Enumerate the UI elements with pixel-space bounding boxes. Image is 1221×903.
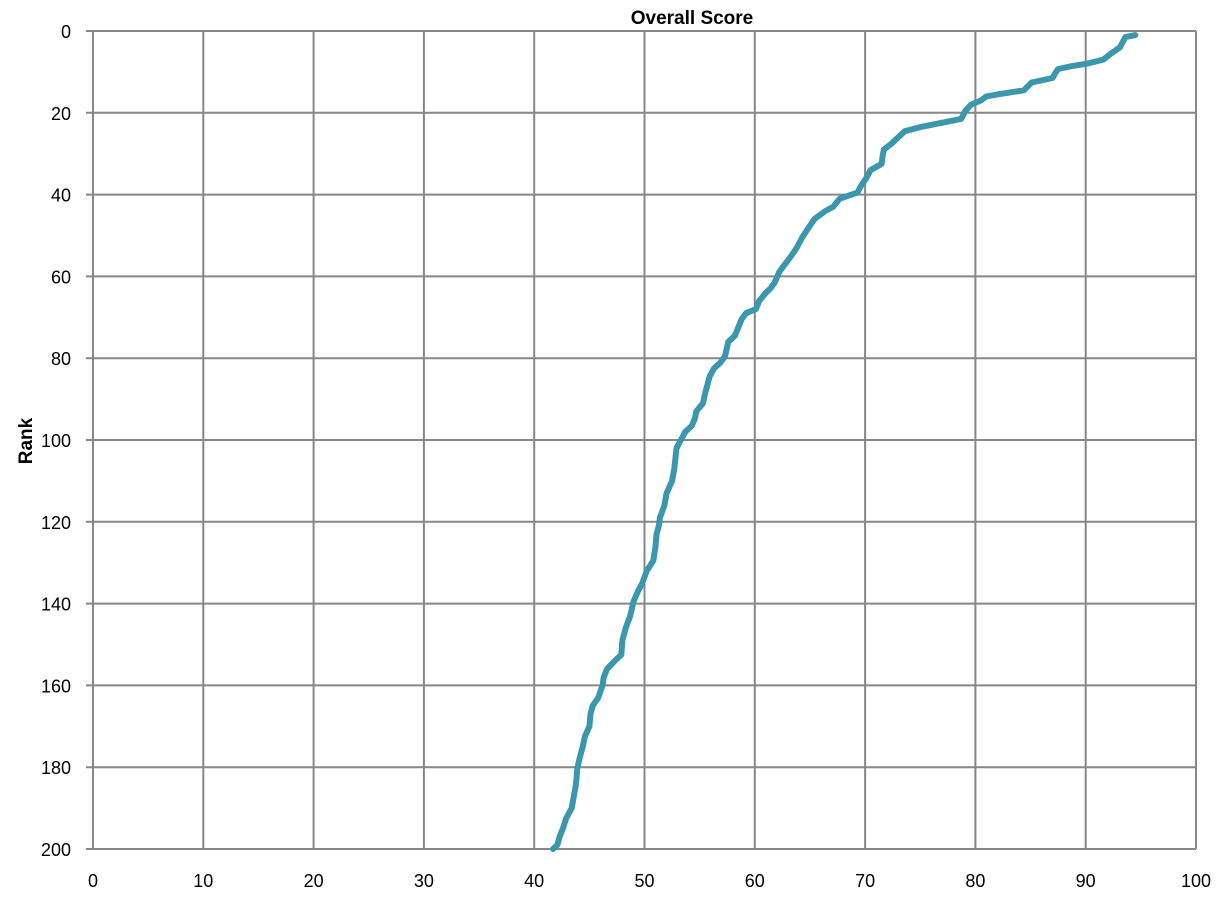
- y-tick-label: 20: [51, 104, 71, 124]
- y-tick-label: 80: [51, 349, 71, 369]
- x-tick-label: 40: [524, 871, 544, 891]
- x-tick-label: 20: [304, 871, 324, 891]
- y-tick-label: 0: [61, 22, 71, 42]
- x-tick-label: 100: [1181, 871, 1211, 891]
- gridlines: [86, 31, 1196, 849]
- x-tick-label: 10: [193, 871, 213, 891]
- x-tick-label: 90: [1076, 871, 1096, 891]
- y-tick-label: 140: [41, 595, 71, 615]
- y-tick-label: 200: [41, 840, 71, 860]
- x-tick-label: 80: [965, 871, 985, 891]
- y-axis-title: Rank: [16, 417, 37, 464]
- y-tick-label: 120: [41, 513, 71, 533]
- x-tick-label: 70: [855, 871, 875, 891]
- x-tick-label: 50: [634, 871, 654, 891]
- y-tick-label: 60: [51, 267, 71, 287]
- x-tick-label: 30: [414, 871, 434, 891]
- y-tick-label: 180: [41, 758, 71, 778]
- tick-labels: 0 10 20 30 40 50 60 70 80 90 100 0 20 40 60 80 100 120 140…: [41, 22, 1211, 891]
- y-tick-label: 40: [51, 186, 71, 206]
- series-layer: [553, 35, 1135, 849]
- series-line: [553, 35, 1135, 849]
- y-tick-label: 100: [41, 431, 71, 451]
- y-tick-label: 160: [41, 676, 71, 696]
- x-tick-label: 0: [88, 871, 98, 891]
- chart-title: Overall Score: [631, 8, 754, 29]
- x-tick-label: 60: [745, 871, 765, 891]
